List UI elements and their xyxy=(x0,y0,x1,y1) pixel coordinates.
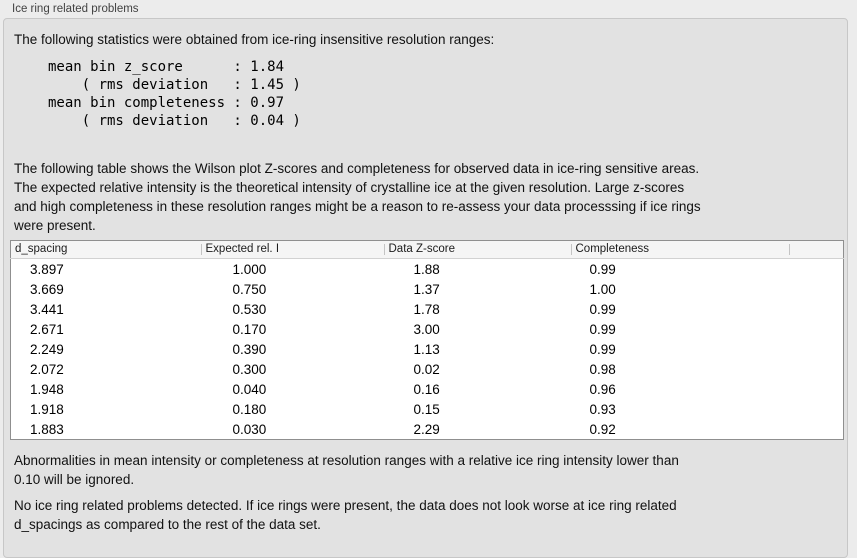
table-body: 3.897 1.000 1.88 0.99 3.669 0.750 1.37 1.00 3.44… xyxy=(11,259,844,440)
table-row[interactable]: 3.441 0.530 1.78 0.99 xyxy=(11,299,844,319)
table-cell: 0.300 xyxy=(232,361,267,377)
table-cell: 0.99 xyxy=(589,321,616,337)
column-header-d-spacing[interactable]: d_spacing xyxy=(10,240,201,259)
table-cell: 1.78 xyxy=(413,301,440,317)
table-cell: 0.750 xyxy=(232,281,267,297)
table-cell: 1.37 xyxy=(413,281,440,297)
table-cell: 0.99 xyxy=(589,261,616,277)
table-cell: 0.99 xyxy=(589,301,616,317)
table-cell: 0.16 xyxy=(413,381,440,397)
table-row[interactable]: 3.669 0.750 1.37 1.00 xyxy=(11,279,844,299)
conclusion-text: No ice ring related problems detected. I… xyxy=(14,498,677,532)
table-cell-filler xyxy=(789,379,844,399)
table-cell: 1.00 xyxy=(589,281,616,297)
table-row[interactable]: 3.897 1.000 1.88 0.99 xyxy=(11,259,844,280)
table-row[interactable]: 2.249 0.390 1.13 0.99 xyxy=(11,339,844,359)
ignore-note-text: Abnormalities in mean intensity or compl… xyxy=(14,453,679,487)
table-cell-filler xyxy=(789,419,844,440)
table-cell-filler xyxy=(789,399,844,419)
column-header-filler xyxy=(788,240,844,259)
table-cell: 0.92 xyxy=(589,421,616,437)
intro-text: The following statistics were obtained f… xyxy=(14,32,495,47)
table-cell: 0.180 xyxy=(232,401,267,417)
table-cell: 0.93 xyxy=(589,401,616,417)
table-row[interactable]: 1.948 0.040 0.16 0.96 xyxy=(11,379,844,399)
column-header-completeness[interactable]: Completeness xyxy=(570,240,789,259)
table-cell-filler xyxy=(789,319,844,339)
table-cell: 1.883 xyxy=(30,421,64,437)
table-row[interactable]: 2.671 0.170 3.00 0.99 xyxy=(11,319,844,339)
table-cell: 0.15 xyxy=(413,401,440,417)
table-cell-filler xyxy=(789,279,844,299)
table-cell: 1.918 xyxy=(30,401,64,417)
table-cell: 0.390 xyxy=(232,341,267,357)
stats-block: mean bin z_score : 1.84 ( rms deviation … xyxy=(48,59,301,129)
table-row[interactable]: 2.072 0.300 0.02 0.98 xyxy=(11,359,844,379)
description-text: The following table shows the Wilson plo… xyxy=(14,161,701,233)
table-cell-filler xyxy=(789,339,844,359)
table-cell: 0.170 xyxy=(232,321,267,337)
column-header-expected-rel-i[interactable]: Expected rel. I xyxy=(200,240,384,259)
table-cell: 0.530 xyxy=(232,301,267,317)
table-cell: 1.948 xyxy=(30,381,64,397)
table-cell: 1.88 xyxy=(413,261,440,277)
table-cell: 2.671 xyxy=(30,321,64,337)
table-header-row: d_spacing Expected rel. I Data Z-score C… xyxy=(10,240,844,259)
table-cell: 0.99 xyxy=(589,341,616,357)
table-row[interactable]: 1.883 0.030 2.29 0.92 xyxy=(11,419,844,440)
table-cell: 3.441 xyxy=(30,301,64,317)
table-cell-filler xyxy=(789,259,844,280)
table-cell: 3.897 xyxy=(30,261,64,277)
table-cell: 0.98 xyxy=(589,361,616,377)
table-row[interactable]: 1.918 0.180 0.15 0.93 xyxy=(11,399,844,419)
table-cell: 2.249 xyxy=(30,341,64,357)
table-cell: 3.00 xyxy=(413,321,440,337)
table-cell: 1.000 xyxy=(232,261,267,277)
ice-ring-table: d_spacing Expected rel. I Data Z-score C… xyxy=(10,240,844,440)
table-cell: 2.29 xyxy=(413,421,440,437)
table-cell: 3.669 xyxy=(30,281,64,297)
table-cell-filler xyxy=(789,299,844,319)
table-cell: 1.13 xyxy=(413,341,440,357)
table-cell-filler xyxy=(789,359,844,379)
table-cell: 0.040 xyxy=(232,381,267,397)
table-cell: 0.030 xyxy=(232,421,267,437)
panel-title: Ice ring related problems xyxy=(12,3,139,15)
column-header-data-z-score[interactable]: Data Z-score xyxy=(383,240,571,259)
table-cell: 0.96 xyxy=(589,381,616,397)
table-cell: 2.072 xyxy=(30,361,64,377)
table-cell: 0.02 xyxy=(413,361,440,377)
ice-ring-groupbox: The following statistics were obtained f… xyxy=(3,18,848,558)
